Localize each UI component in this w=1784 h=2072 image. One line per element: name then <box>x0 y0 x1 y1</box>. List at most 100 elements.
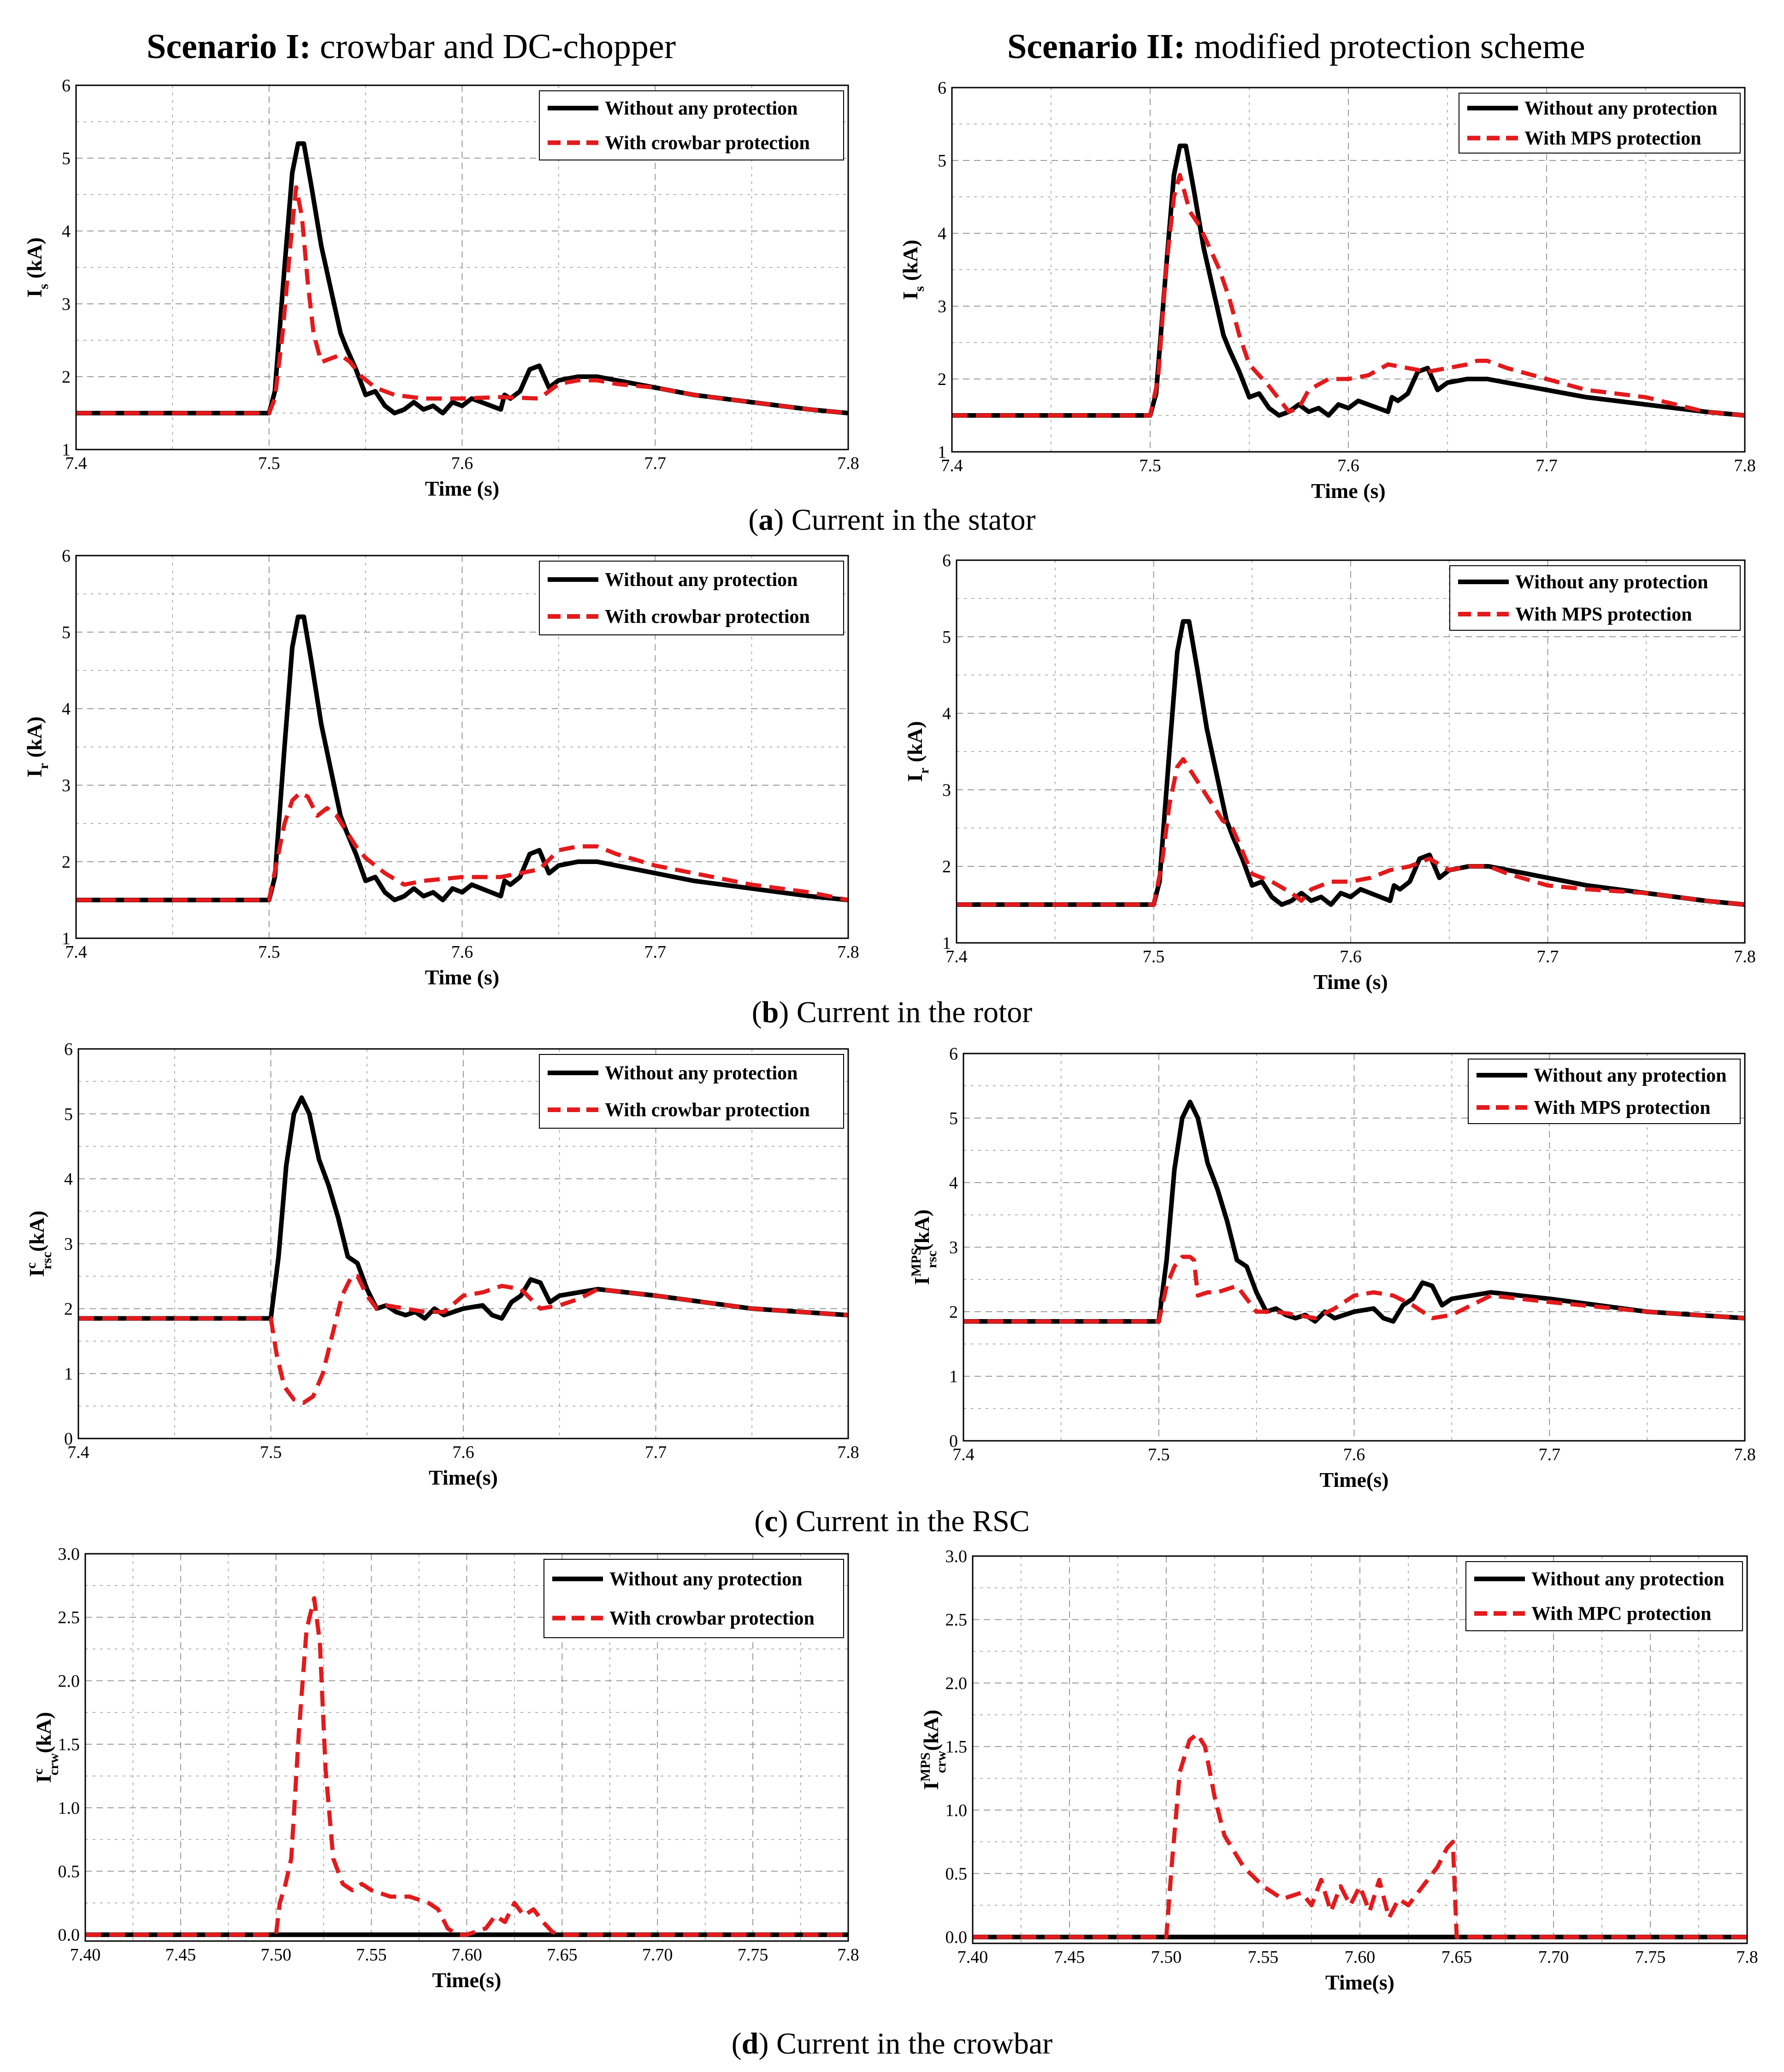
x-axis-label: Time (s) <box>425 477 499 500</box>
x-axis-label: Time(s) <box>432 1968 502 1992</box>
x-axis-label: Time (s) <box>425 965 499 989</box>
legend-box <box>1465 1561 1743 1631</box>
x-axis-label: Time (s) <box>1313 970 1388 994</box>
chart-c-right: 7.4 7.5 7.6 7.7 7.8 0 1 2 3 4 5 6 Without any protec… <box>909 1044 1756 1492</box>
legend: Without any protection With MPS protectio… <box>1468 1059 1741 1124</box>
legend: Without any protection With crowbar prote… <box>539 561 844 635</box>
y-tick-label: 6 <box>949 1044 958 1064</box>
y-tick-label: 2.0 <box>58 1671 80 1691</box>
scenario-2-title: Scenario II: modified protection scheme <box>1007 27 1585 67</box>
y-tick-label: 3 <box>62 776 71 795</box>
legend-box <box>539 1054 844 1129</box>
caption-a: (a) Current in the stator <box>748 503 1036 537</box>
y-tick-label: 3.0 <box>58 1545 80 1564</box>
chart-d-right: 7.40 7.45 7.50 7.55 7.60 7.65 7.70 7.75 7.8 0.0 0.… <box>918 1547 1758 1994</box>
y-tick-label: 6 <box>62 76 71 95</box>
y-tick-label: 3.0 <box>945 1547 968 1566</box>
plot-frame <box>84 1553 849 1942</box>
legend: Without any protection With MPS protectio… <box>1449 565 1741 631</box>
x-tick-label: 7.55 <box>1248 1948 1279 1967</box>
y-tick-label: 5 <box>62 149 71 168</box>
x-tick-label: 7.7 <box>644 942 667 962</box>
x-axis-label: Time(s) <box>1325 1971 1394 1994</box>
y-tick-label: 1.5 <box>945 1737 968 1757</box>
x-axis-label: Time(s) <box>1320 1468 1389 1492</box>
x-tick-label: 7.7 <box>1539 1445 1561 1464</box>
legend-label: With crowbar protection <box>609 1608 815 1629</box>
legend-box <box>1449 565 1741 631</box>
y-tick-label: 2.5 <box>58 1608 80 1628</box>
x-tick-label: 7.7 <box>644 454 667 473</box>
scenario-1-title-rest: crowbar and DC-chopper <box>311 27 676 66</box>
legend-box <box>1468 1059 1741 1124</box>
y-axis-label: Ir (kA) <box>23 716 51 777</box>
y-tick-label: 6 <box>62 546 71 566</box>
series-line-without-protection <box>76 141 849 415</box>
y-tick-label: 3 <box>949 1238 958 1257</box>
y-tick-label: 5 <box>949 1109 958 1128</box>
y-axis-label: Icrsc(kA) <box>24 1211 54 1277</box>
x-tick-label: 7.4 <box>941 456 963 475</box>
legend-label: Without any protection <box>1531 1569 1724 1590</box>
legend-box <box>539 90 844 160</box>
y-tick-label: 0.5 <box>58 1862 80 1882</box>
y-tick-label: 0.5 <box>945 1865 968 1884</box>
y-tick-label: 3 <box>64 1235 73 1254</box>
chart-c-left: 7.4 7.5 7.6 7.7 7.8 0 1 2 3 4 5 6 Without any protec… <box>24 1040 859 1489</box>
x-tick-label: 7.4 <box>67 1443 89 1462</box>
legend-box <box>1459 93 1741 154</box>
legend-label: With MPS protection <box>1534 1097 1710 1119</box>
y-tick-label: 2 <box>949 1302 958 1322</box>
y-tick-label: 1 <box>62 929 71 948</box>
scenario-2-title-rest: modified protection scheme <box>1185 27 1585 66</box>
y-tick-label: 1.5 <box>58 1735 80 1754</box>
legend: Without any protection With crowbar prote… <box>539 1054 844 1129</box>
x-axis-label: Time (s) <box>1311 479 1385 503</box>
legend-label: With MPS protection <box>1515 604 1692 625</box>
caption-d: (d) Current in the crowbar <box>731 2027 1053 2060</box>
y-tick-label: 2.5 <box>945 1610 968 1630</box>
x-tick-label: 7.5 <box>258 454 280 473</box>
y-tick-label: 0.0 <box>58 1925 80 1945</box>
x-tick-label: 7.4 <box>952 1445 975 1464</box>
series-line-with-protection <box>957 757 1745 907</box>
x-tick-label: 7.8 <box>837 1443 859 1462</box>
x-tick-label: 7.50 <box>261 1945 292 1965</box>
legend-box <box>539 561 844 635</box>
caption-b: (b) Current in the rotor <box>751 995 1033 1029</box>
y-tick-label: 0 <box>64 1429 73 1449</box>
y-tick-label: 1 <box>949 1367 958 1386</box>
x-tick-label: 7.70 <box>642 1945 673 1965</box>
y-tick-label: 5 <box>938 151 946 171</box>
x-tick-label: 7.5 <box>258 942 280 962</box>
caption-d-text: Current in the crowbar <box>768 2027 1053 2060</box>
y-axis-label: Is (kA) <box>898 240 927 300</box>
y-axis-label: IMPScrw(kA) <box>918 1710 949 1790</box>
chart-a-left: 7.4 7.5 7.6 7.7 7.8 1 2 3 4 5 6 Without any protect… <box>23 76 859 500</box>
x-tick-label: 7.40 <box>70 1945 101 1965</box>
y-tick-label: 4 <box>938 224 946 243</box>
x-tick-label: 7.5 <box>1148 1445 1170 1464</box>
series-line-with-protection <box>76 791 849 902</box>
x-tick-label: 7.65 <box>547 1945 578 1965</box>
caption-c-text: Current in the RSC <box>788 1504 1030 1538</box>
caption-a-text: Current in the stator <box>784 503 1036 537</box>
plot-frame <box>75 555 849 939</box>
series-line-with-protection <box>85 1596 848 1937</box>
chart-b-right: 7.4 7.5 7.6 7.7 7.8 1 2 3 4 5 6 Without any protect… <box>903 551 1756 994</box>
x-tick-label: 7.75 <box>1635 1948 1666 1967</box>
legend: Without any protection With crowbar prote… <box>539 90 844 160</box>
plot-frame <box>963 1053 1746 1442</box>
y-tick-label: 1.0 <box>58 1799 80 1818</box>
y-tick-label: 4 <box>64 1170 73 1189</box>
y-tick-label: 1 <box>942 934 951 953</box>
x-tick-label: 7.7 <box>1537 947 1559 966</box>
caption-a-letter: a <box>758 503 774 537</box>
caption-c-letter: c <box>764 1504 778 1538</box>
y-tick-label: 3 <box>942 781 951 800</box>
x-tick-label: 7.8 <box>1734 1445 1756 1464</box>
x-tick-label: 7.6 <box>1343 1445 1365 1464</box>
chart-d-left: 7.40 7.45 7.50 7.55 7.60 7.65 7.70 7.75 7.8 0.0 0.… <box>30 1545 859 1992</box>
y-tick-label: 2 <box>942 857 951 876</box>
